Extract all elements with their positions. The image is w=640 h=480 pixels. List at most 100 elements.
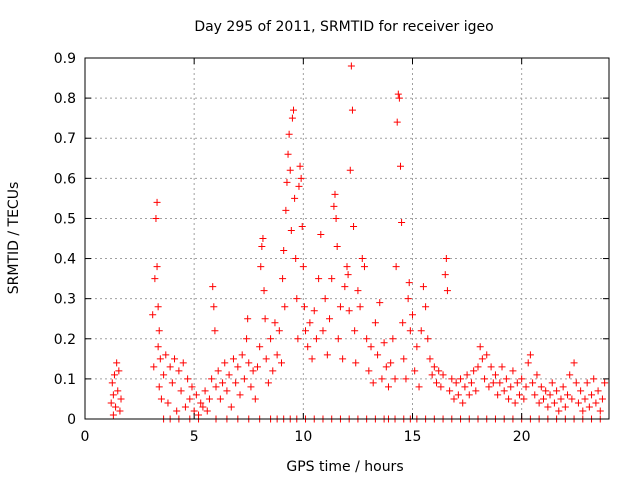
data-point [296,162,304,170]
data-point [399,319,407,327]
data-point [459,399,467,407]
y-tick-label: 0.4 [54,252,76,268]
data-point [114,387,122,395]
data-point [264,379,272,387]
data-point [260,287,268,295]
data-point [568,395,576,403]
data-point [511,399,519,407]
data-point [537,383,545,391]
y-tick-label: 0.3 [54,292,76,308]
data-point [435,367,443,375]
data-point [236,391,244,399]
data-point [293,295,301,303]
data-point [323,351,331,359]
data-point [411,367,419,375]
data-point [281,303,289,311]
data-point [209,283,217,291]
data-point [428,371,436,379]
data-point [315,275,323,283]
data-point [557,395,565,403]
data-point [258,243,266,251]
data-point [153,263,161,271]
data-point [476,343,484,351]
data-point [298,222,306,230]
data-point [522,383,530,391]
data-point [572,379,580,387]
data-point [590,375,598,383]
data-point [155,327,163,335]
data-point [205,395,213,403]
data-point [472,387,480,395]
y-tick-label: 0.8 [54,91,76,107]
data-point [328,275,336,283]
data-point [179,359,187,367]
data-point [581,395,589,403]
data-point [415,383,423,391]
data-point [351,327,359,335]
data-point [387,359,395,367]
data-point [269,367,277,375]
data-point [570,359,578,367]
data-point [186,395,194,403]
data-point [553,387,561,395]
data-point [454,391,462,399]
data-point [332,214,340,222]
data-point [302,327,310,335]
data-point [256,343,264,351]
x-tick-label: 20 [513,429,531,445]
y-tick-label: 0.5 [54,211,76,227]
x-tick-label: 15 [404,429,422,445]
data-point [262,355,270,363]
data-point [577,387,585,395]
data-point [489,379,497,387]
data-point [561,403,569,411]
data-point [116,407,124,415]
data-point [110,371,118,379]
data-point [367,343,375,351]
y-tick-label: 0.1 [54,372,76,388]
data-point [478,355,486,363]
data-point [502,375,510,383]
data-point [280,247,288,255]
data-point [442,255,450,263]
data-point [347,62,355,70]
data-point [376,299,384,307]
data-point [515,391,523,399]
data-point [153,198,161,206]
data-point [299,263,307,271]
data-point [437,383,445,391]
data-point [208,375,216,383]
data-point [345,307,353,315]
data-point [405,279,413,287]
data-point [550,399,558,407]
data-point [155,383,163,391]
data-point [498,363,506,371]
data-point [365,367,373,375]
data-point [245,359,253,367]
data-point [175,367,183,375]
data-point [149,311,157,319]
data-points [107,62,609,423]
data-point [112,403,120,411]
data-point [505,395,513,403]
data-point [540,395,547,403]
data-point [109,411,117,419]
data-point [275,327,283,335]
data-point [369,379,377,387]
data-point [555,407,563,415]
x-tick-label: 0 [81,429,90,445]
data-point [287,226,295,234]
data-point [333,243,341,251]
data-point [219,379,227,387]
data-point [400,355,408,363]
data-point [273,351,281,359]
data-point [413,343,421,351]
data-point [156,355,164,363]
data-point [592,399,600,407]
y-tick-label: 0 [67,412,76,428]
data-point [588,391,596,399]
data-point [596,407,604,415]
data-point [463,371,471,379]
data-point [162,351,170,359]
